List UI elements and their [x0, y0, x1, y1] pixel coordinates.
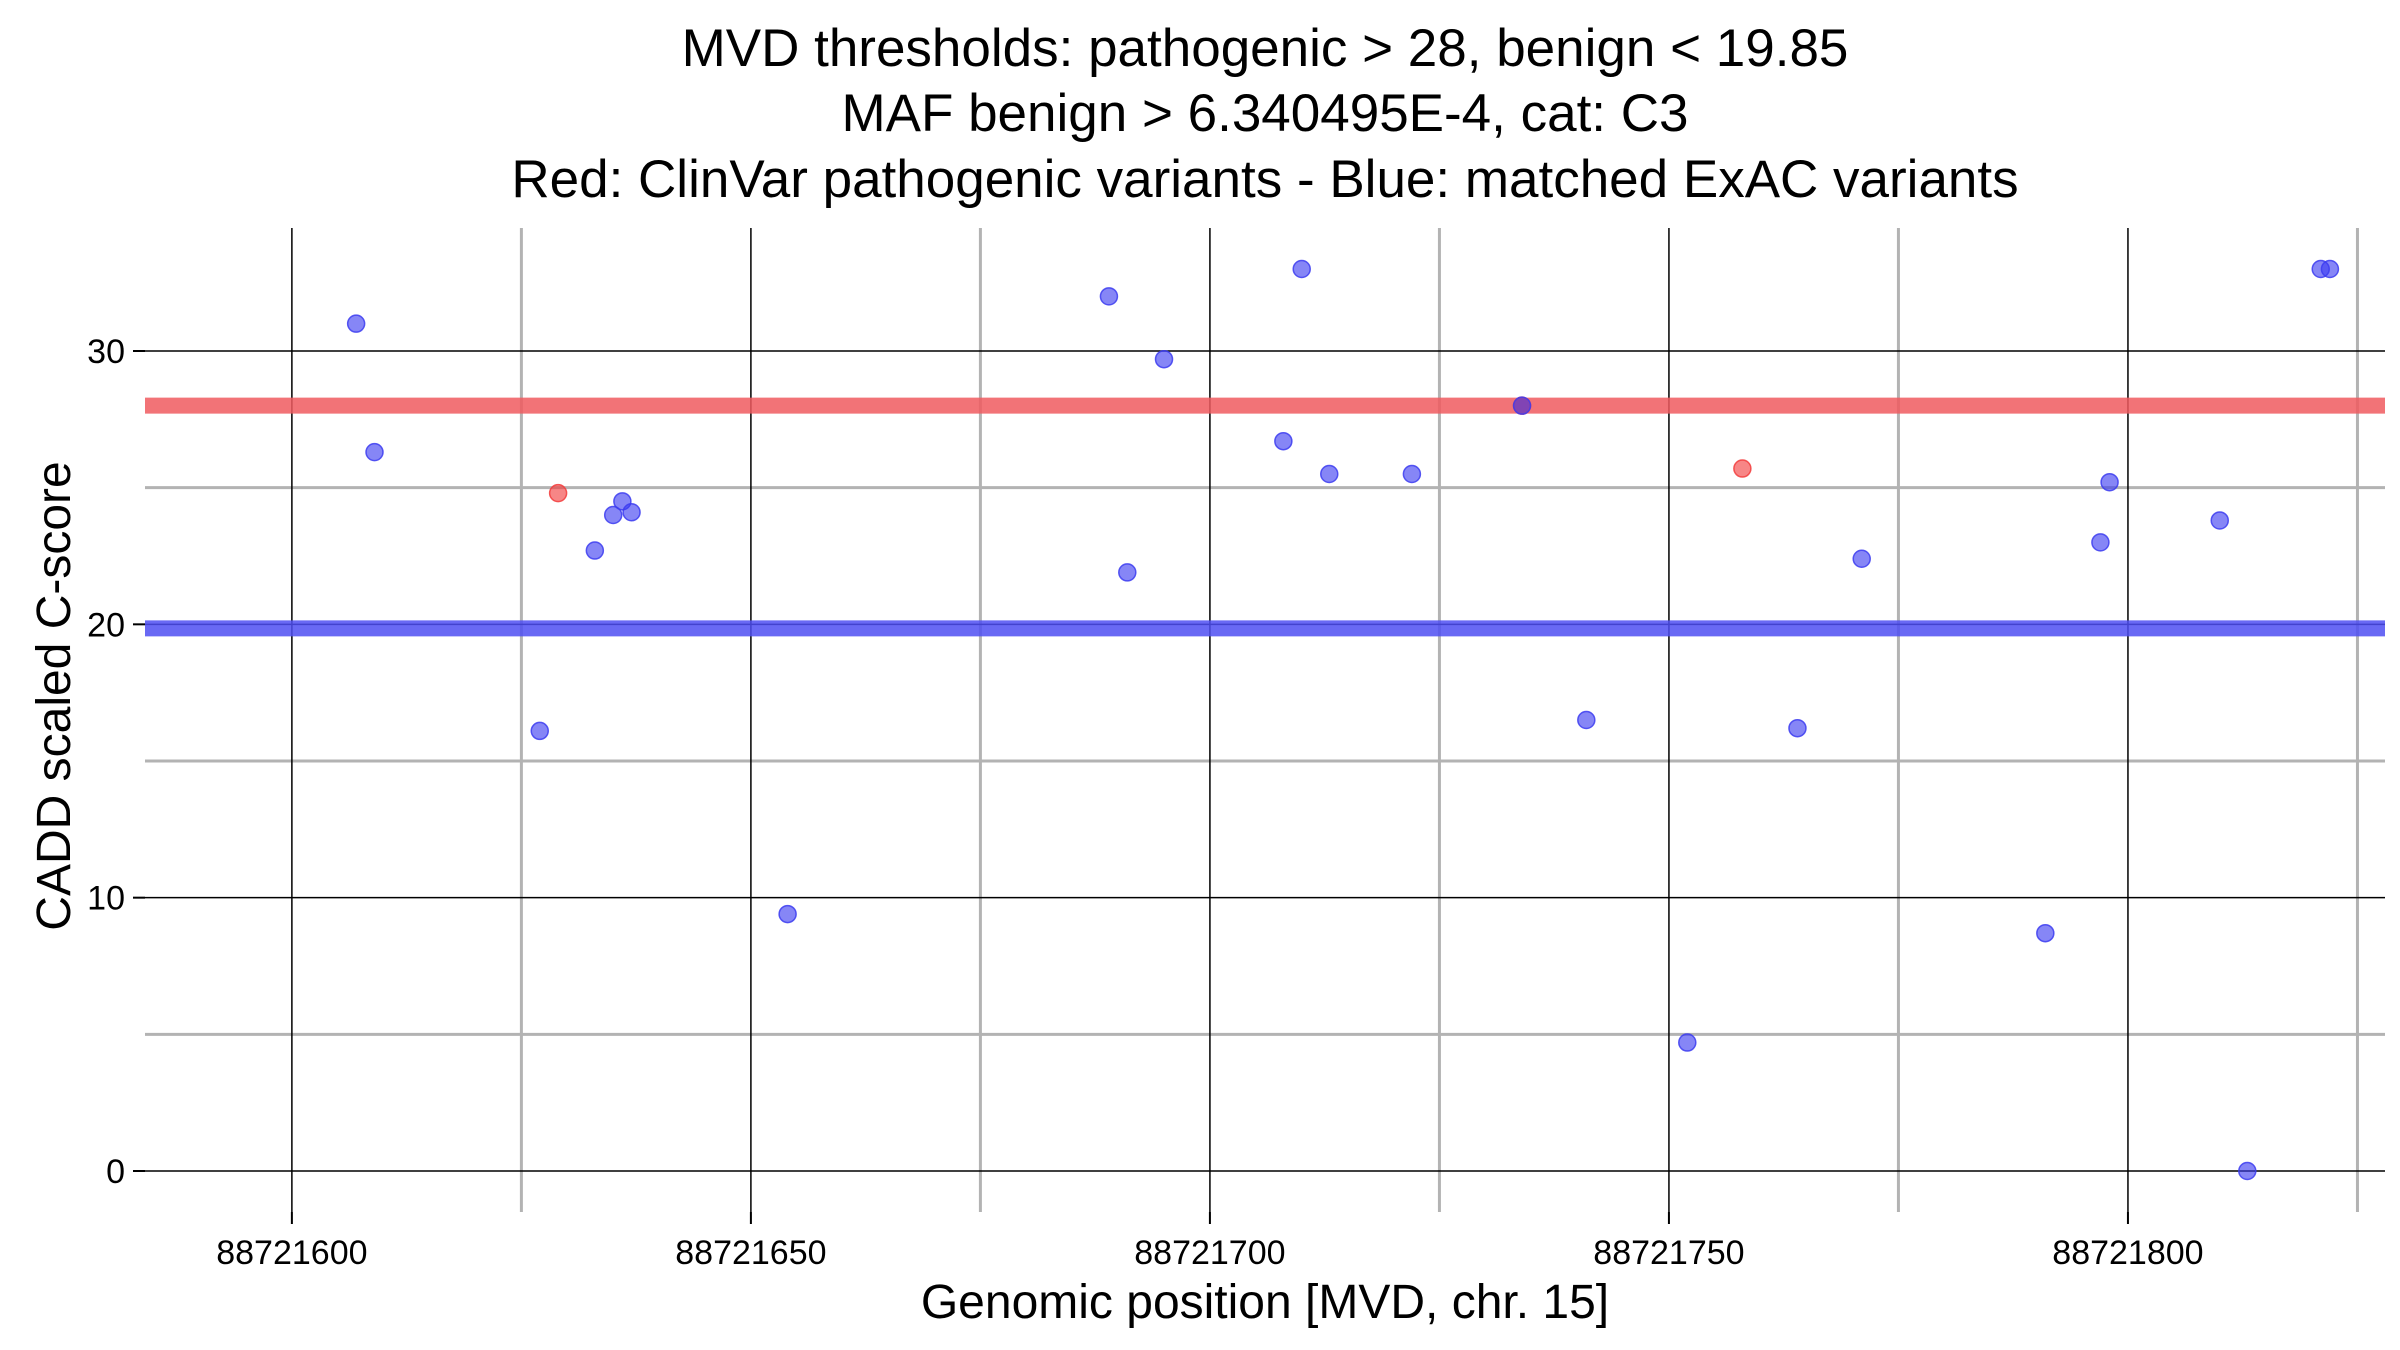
title-line-1: MVD thresholds: pathogenic > 28, benign …: [682, 19, 1849, 78]
data-point-series-2: [1577, 710, 1596, 730]
data-point-series-2: [1118, 563, 1137, 582]
data-point-series-2: [2036, 923, 2055, 943]
x-tick-label: 88721750: [1593, 1234, 1744, 1272]
x-tick-label: 88721650: [675, 1234, 826, 1272]
data-point-series-2: [585, 541, 605, 560]
x-tick-label: 88721700: [1134, 1234, 1285, 1272]
y-tick-label: 0: [106, 1153, 125, 1191]
data-point-series-2: [2320, 259, 2340, 279]
data-point-series-2: [2100, 472, 2119, 492]
x-tick-label: 88721800: [2052, 1234, 2203, 1272]
data-point-series-2: [1292, 259, 1311, 279]
y-axis-label: CADD scaled C-score: [28, 461, 81, 930]
data-points: [346, 259, 2340, 1181]
data-point-series-2: [346, 314, 366, 333]
x-tick-label: 88721600: [216, 1234, 367, 1272]
data-point-series-2: [1274, 431, 1293, 451]
data-point-series-2: [1512, 396, 1532, 415]
data-point-series-1: [1733, 459, 1752, 478]
data-point-series-2: [778, 904, 797, 924]
data-point-series-1: [548, 483, 568, 503]
y-tick-label: 20: [87, 606, 125, 644]
y-tick-label: 30: [87, 333, 125, 371]
data-point-series-2: [1154, 349, 1174, 369]
data-point-series-2: [1099, 287, 1119, 306]
data-point-series-2: [1402, 464, 1422, 484]
data-point-series-2: [1320, 464, 1339, 484]
threshold-lines: [145, 397, 2385, 637]
data-point-series-2: [622, 503, 641, 522]
data-point-series-2: [365, 442, 384, 462]
x-axis: 88721600 88721650 88721700 88721750 88721800: [216, 1212, 2204, 1272]
y-tick-label: 10: [87, 880, 125, 918]
data-point-series-2: [603, 505, 623, 525]
data-point-series-2: [1852, 549, 1871, 568]
chart-title: MVD thresholds: pathogenic > 28, benign …: [511, 19, 2018, 209]
title-line-3: Red: ClinVar pathogenic variants - Blue:…: [511, 150, 2018, 209]
y-axis: 0 10 20 30: [87, 333, 145, 1191]
data-point-series-2: [1788, 718, 1807, 738]
title-line-2: MAF benign > 6.340495E-4, cat: C3: [841, 84, 1688, 143]
data-point-series-2: [1678, 1033, 1697, 1052]
data-point-series-2: [2238, 1161, 2257, 1181]
grid: [145, 228, 2385, 1212]
data-point-series-2: [530, 721, 550, 741]
data-point-series-2: [2091, 533, 2110, 552]
data-point-series-2: [2210, 511, 2230, 530]
x-axis-label: Genomic position [MVD, chr. 15]: [921, 1276, 1609, 1329]
